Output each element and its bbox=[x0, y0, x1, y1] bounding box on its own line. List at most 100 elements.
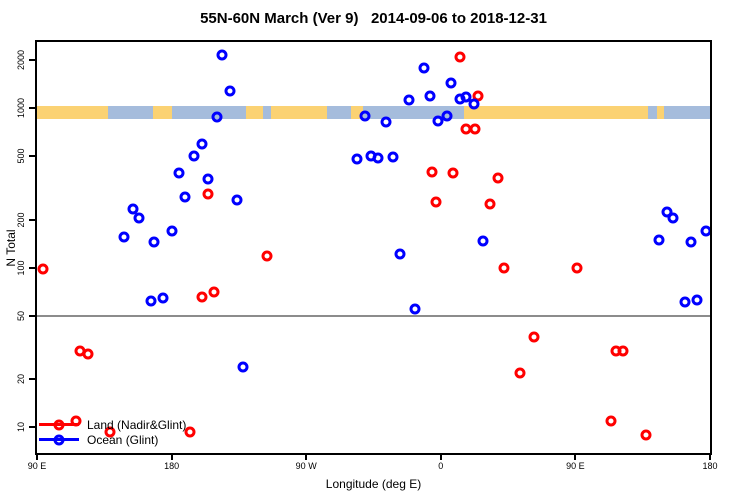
strip-segment-ocean bbox=[327, 106, 351, 120]
data-point-ocean bbox=[188, 150, 200, 162]
data-point-ocean bbox=[127, 203, 139, 214]
data-point-ocean bbox=[653, 234, 665, 246]
data-point-land bbox=[202, 188, 213, 200]
y-tick-mark bbox=[29, 426, 35, 429]
land-ocean-strip bbox=[37, 106, 710, 120]
y-tick-mark bbox=[29, 378, 35, 381]
open-circle-icon bbox=[53, 434, 65, 445]
x-tick-label: 90 E bbox=[27, 461, 47, 471]
y-tick-mark bbox=[29, 218, 35, 221]
y-tick-label: 50 bbox=[16, 310, 26, 321]
data-point-ocean bbox=[224, 85, 236, 97]
data-point-ocean bbox=[133, 212, 145, 224]
data-point-ocean bbox=[118, 231, 130, 243]
data-point-ocean bbox=[148, 236, 160, 248]
data-point-land bbox=[617, 345, 629, 357]
strip-segment-ocean bbox=[648, 106, 657, 120]
strip-segment-land bbox=[37, 106, 109, 120]
data-point-ocean bbox=[700, 225, 710, 237]
data-point-land bbox=[528, 331, 539, 343]
data-point-ocean bbox=[424, 90, 436, 102]
data-point-land bbox=[492, 172, 504, 184]
data-point-land bbox=[447, 167, 459, 179]
data-point-ocean bbox=[403, 94, 415, 106]
data-point-ocean bbox=[380, 116, 391, 128]
data-point-ocean bbox=[166, 225, 178, 237]
data-point-land bbox=[104, 426, 116, 438]
y-tick-mark bbox=[29, 155, 35, 158]
strip-segment-ocean bbox=[108, 106, 154, 120]
data-point-ocean bbox=[691, 294, 702, 306]
legend-line-blue bbox=[39, 434, 79, 445]
strip-segment-land bbox=[464, 106, 649, 120]
x-tick-mark bbox=[439, 455, 442, 460]
data-point-ocean bbox=[202, 173, 213, 185]
y-tick-mark bbox=[29, 59, 35, 62]
data-point-ocean bbox=[145, 295, 157, 307]
data-point-ocean bbox=[179, 191, 191, 203]
y-tick-label: 10 bbox=[16, 422, 26, 433]
data-point-land bbox=[640, 429, 652, 441]
data-point-ocean bbox=[468, 98, 480, 110]
data-point-ocean bbox=[387, 151, 399, 163]
data-point-ocean bbox=[685, 236, 697, 248]
data-point-land bbox=[571, 262, 583, 274]
data-point-ocean bbox=[667, 212, 679, 224]
data-point-land bbox=[184, 426, 195, 438]
chart-title: 55N-60N March (Ver 9) 2014-09-06 to 2018… bbox=[200, 10, 547, 27]
data-point-ocean bbox=[460, 91, 472, 103]
y-tick-mark bbox=[29, 107, 35, 110]
x-tick-label: 180 bbox=[164, 461, 180, 471]
data-point-land bbox=[454, 51, 466, 63]
strip-segment-ocean bbox=[171, 106, 246, 120]
y-tick-label: 2000 bbox=[16, 50, 26, 71]
data-point-ocean bbox=[432, 115, 444, 127]
data-point-land bbox=[196, 291, 207, 302]
strip-segment-land bbox=[153, 106, 172, 120]
data-point-land bbox=[430, 196, 442, 207]
data-point-ocean bbox=[679, 296, 691, 308]
legend-label-ocean: Ocean (Glint) bbox=[87, 432, 159, 447]
data-point-land bbox=[498, 262, 510, 274]
strip-segment-land bbox=[271, 106, 328, 120]
strip-segment-land bbox=[245, 106, 264, 120]
x-tick-mark bbox=[709, 455, 711, 460]
data-point-ocean bbox=[216, 49, 228, 61]
x-tick-mark bbox=[305, 455, 308, 460]
reference-line-50 bbox=[37, 314, 710, 317]
data-point-ocean bbox=[157, 292, 169, 304]
open-circle-icon bbox=[53, 419, 65, 430]
data-point-land bbox=[484, 198, 496, 210]
data-point-ocean bbox=[231, 194, 243, 206]
x-tick-mark bbox=[574, 455, 577, 460]
data-point-ocean bbox=[211, 111, 222, 123]
data-point-ocean bbox=[196, 138, 207, 150]
data-point-ocean bbox=[359, 110, 370, 122]
data-point-land bbox=[261, 250, 273, 262]
strip-segment-ocean bbox=[664, 106, 710, 120]
data-point-land bbox=[426, 166, 438, 178]
data-point-ocean bbox=[372, 152, 384, 164]
x-tick-label: 0 bbox=[438, 461, 444, 471]
data-point-land bbox=[514, 367, 526, 379]
y-tick-label: 500 bbox=[16, 148, 26, 164]
data-point-ocean bbox=[237, 361, 249, 373]
data-point-ocean bbox=[418, 62, 430, 73]
data-point-ocean bbox=[441, 110, 453, 121]
strip-segment-ocean bbox=[263, 106, 272, 120]
legend-item-land: Land (Nadir&Glint) bbox=[39, 417, 186, 432]
data-point-land bbox=[208, 286, 219, 297]
data-point-land bbox=[82, 348, 94, 359]
x-tick-label: 180 bbox=[702, 461, 718, 471]
data-point-land bbox=[605, 415, 617, 427]
strip-segment-land bbox=[656, 106, 665, 120]
data-point-land bbox=[37, 263, 49, 275]
data-point-ocean bbox=[477, 235, 489, 247]
legend-item-ocean: Ocean (Glint) bbox=[39, 432, 186, 447]
y-axis-label: N Total bbox=[4, 229, 18, 267]
data-point-ocean bbox=[173, 167, 185, 179]
data-point-ocean bbox=[445, 77, 457, 88]
legend: Land (Nadir&Glint) Ocean (Glint) bbox=[39, 417, 186, 447]
data-point-land bbox=[469, 123, 481, 135]
